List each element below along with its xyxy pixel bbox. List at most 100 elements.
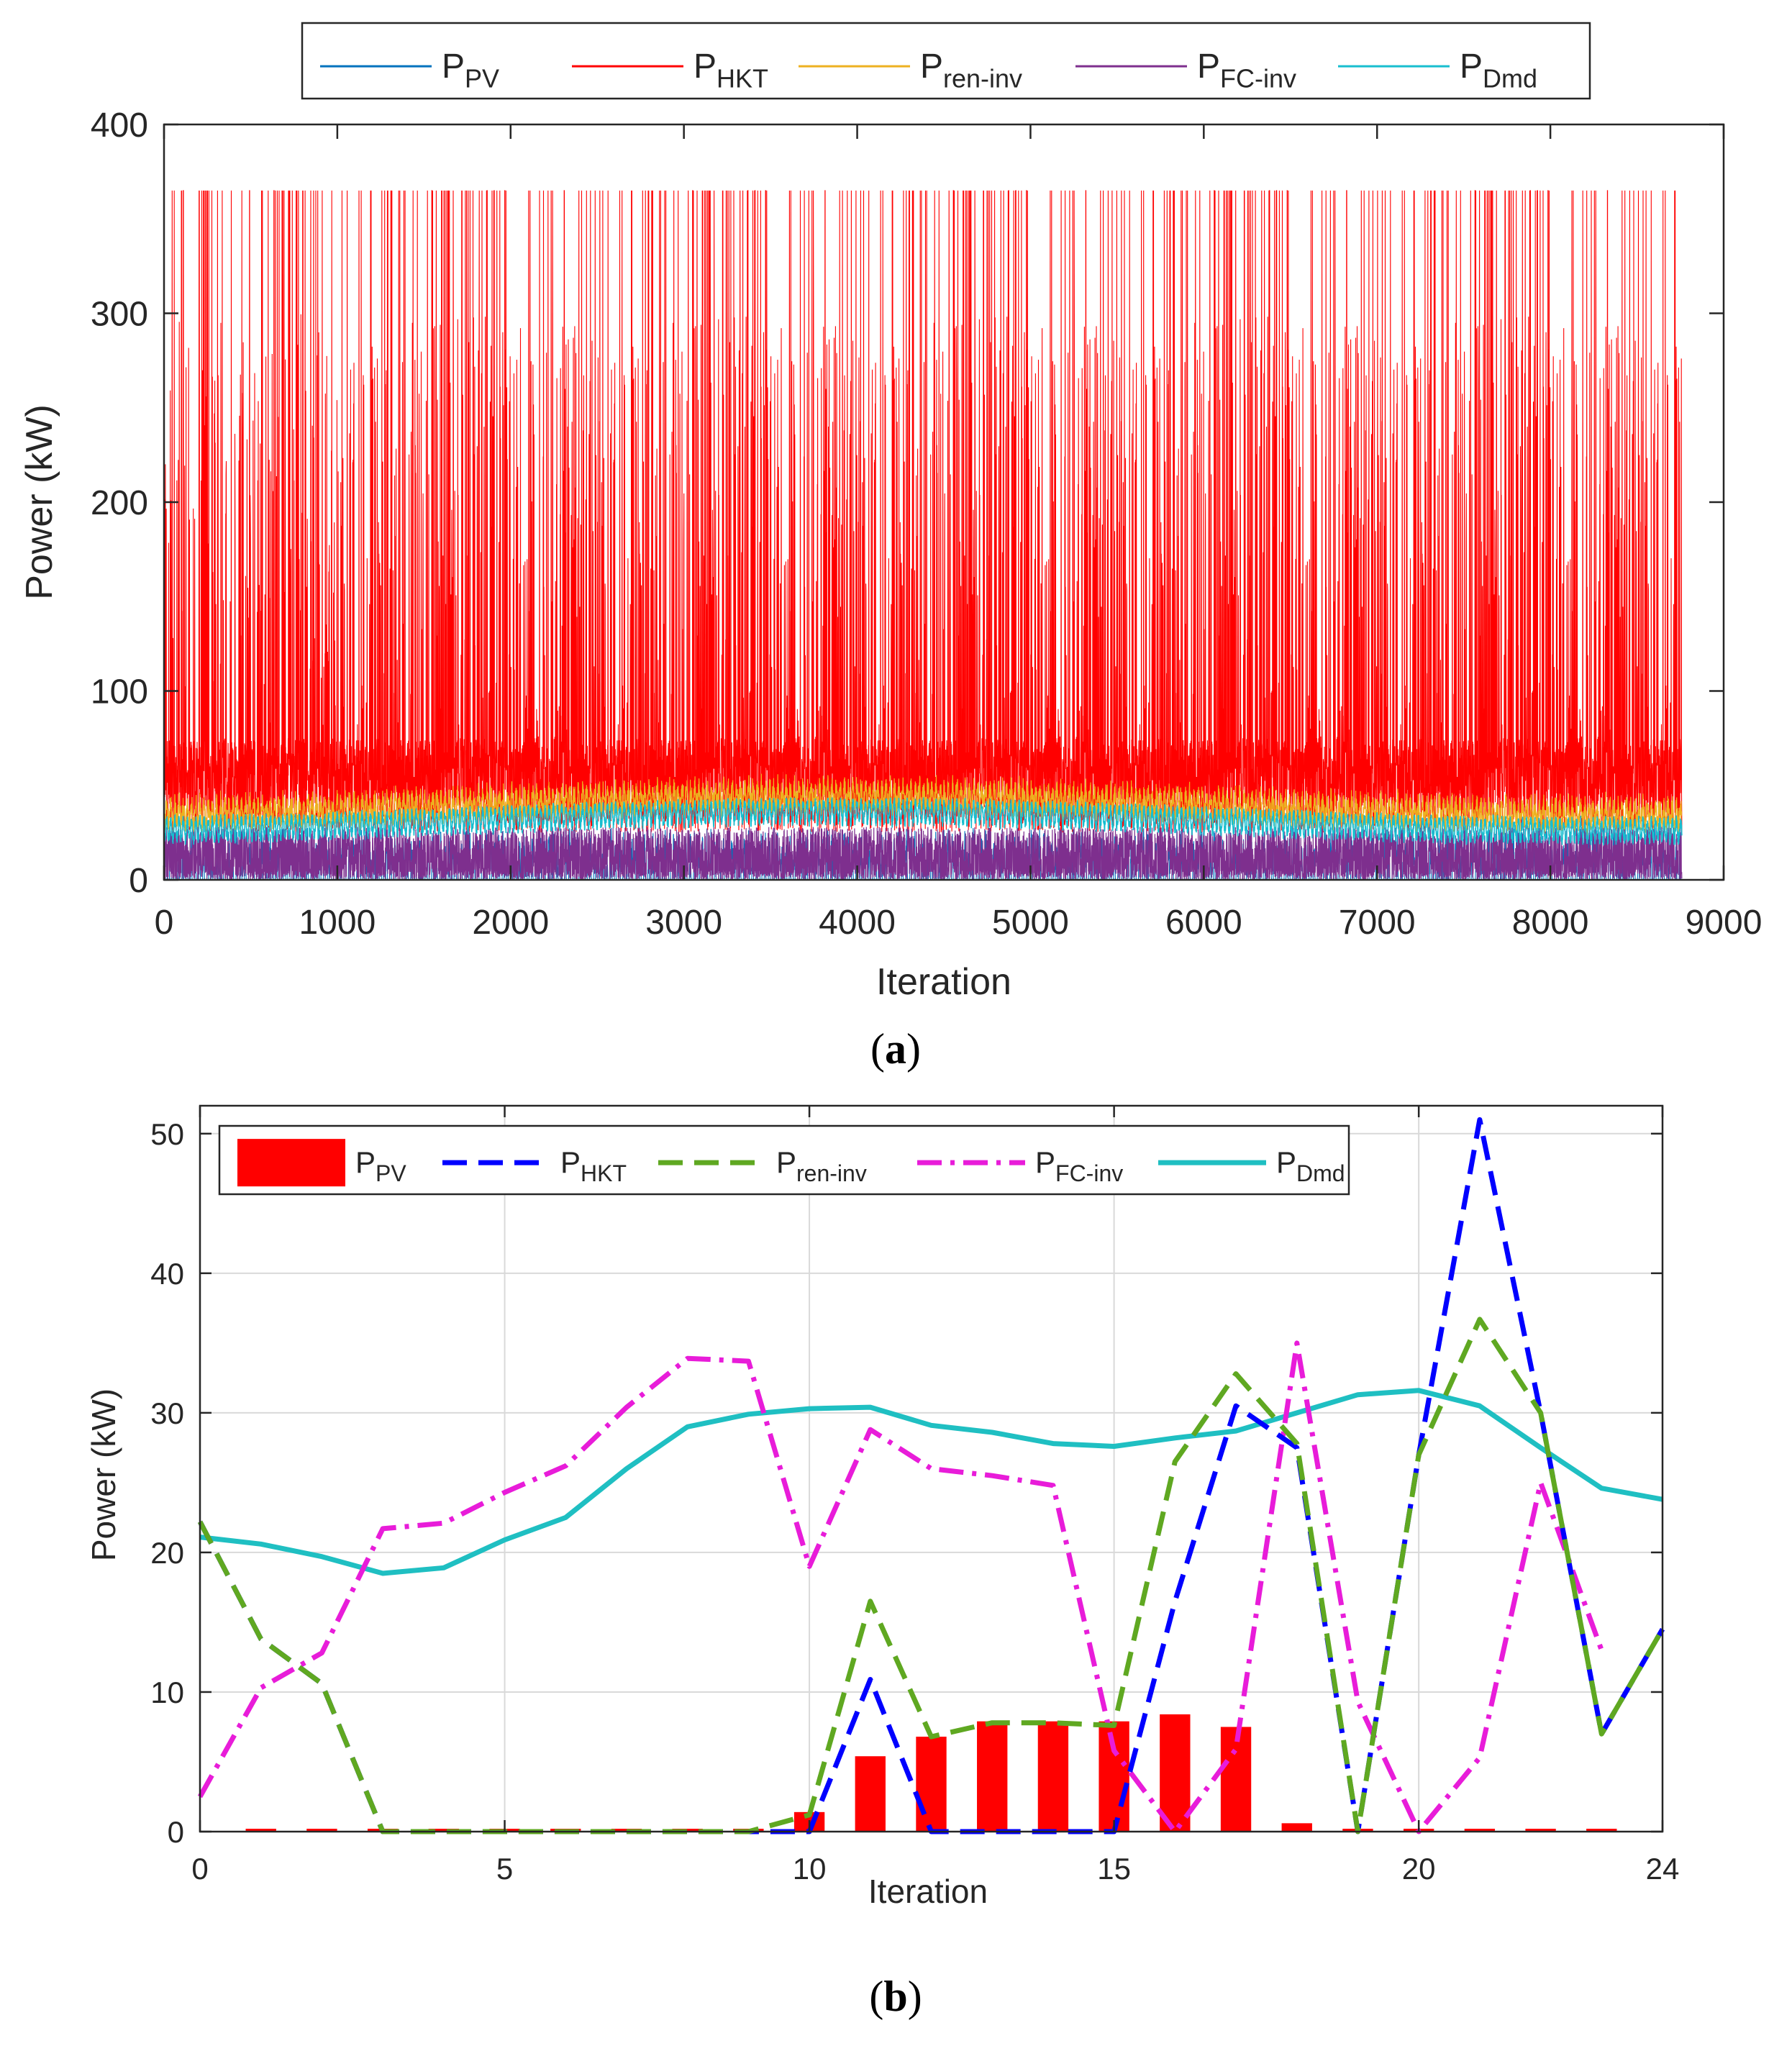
panel-b-legend-item-dmd-label: PDmd (1276, 1145, 1345, 1186)
panel-b-line-ren (197, 1317, 1665, 1834)
panel-b-legend-item-ren-label: Pren-inv (776, 1145, 867, 1186)
panel-a-legend-item-ren-subscript: ren-inv (943, 63, 1022, 93)
panel-a-legend-item-dmd-label: PDmd (1460, 47, 1537, 93)
panel-b-legend-item-fc-subscript: FC-inv (1055, 1160, 1123, 1186)
panel-b-line-fc (197, 1340, 1604, 1834)
panel-b-line-dmd (199, 1388, 1663, 1576)
panel-b-plot-area (200, 1106, 1663, 1832)
panel-b-pv-bar (916, 1737, 947, 1832)
panel-b-pv-bar (1525, 1829, 1556, 1832)
panel-b-x-axis-label: Iteration (868, 1873, 988, 1910)
panel-a-legend-item-ren-symbol: P (920, 47, 943, 86)
panel-a-legend-item-hkt: PHKT (572, 47, 768, 93)
panel-a-y-tick-label: 100 (91, 673, 148, 711)
panel-b-legend-item-ren: Pren-inv (658, 1145, 867, 1186)
panel-b-y-axis-label: Power (kW) (85, 1388, 122, 1561)
panel-a-legend-box (301, 22, 1591, 100)
panel-a-x-tick-labels: 0 1000 2000 3000 4000 5000 6000 7000 8000 9000 (155, 904, 1763, 942)
panel-b-y-tick-label: 40 (150, 1257, 184, 1291)
panel-b-y-tick-label: 30 (150, 1396, 184, 1430)
panel-b-legend-item-fc-label: PFC-inv (1035, 1145, 1123, 1186)
panel-a-y-tick-label: 400 (91, 106, 148, 145)
panel-a-chart: 0 1000 2000 3000 4000 5000 6000 7000 8000 9000 0 1… (19, 22, 1763, 1073)
panel-a-x-tick-label: 9000 (1686, 904, 1763, 942)
panel-a-x-tick-label: 4000 (819, 904, 896, 942)
panel-b-legend-item-ren-symbol: P (776, 1145, 796, 1179)
panel-a-legend-item-pv-label: PPV (442, 47, 499, 93)
panel-a-caption-letter: a (885, 1025, 906, 1073)
panel-b-legend-item-hkt-subscript: HKT (581, 1160, 627, 1186)
panel-a-x-tick-label: 0 (155, 904, 174, 942)
panel-a-legend-item-hkt-symbol: P (693, 47, 717, 86)
panel-b-legend-item-dmd-subscript: Dmd (1296, 1160, 1345, 1186)
panel-b-legend-item-pv-symbol: P (355, 1145, 376, 1179)
panel-b-legend-item-dmd-symbol: P (1276, 1145, 1296, 1179)
panel-b-pv-bar (245, 1829, 276, 1832)
panel-a-line-dmd (163, 796, 1683, 846)
panel-b-legend-item-fc: PFC-inv (917, 1145, 1123, 1186)
panel-b-x-tick-label: 15 (1097, 1852, 1131, 1886)
panel-b-pv-bar (1464, 1829, 1496, 1832)
panel-b-y-tick-label: 20 (150, 1536, 184, 1570)
panel-a-legend-item-fc: PFC-inv (1075, 47, 1296, 93)
panel-a-x-tick-label: 3000 (645, 904, 722, 942)
panel-b-y-tick-label: 50 (150, 1117, 184, 1151)
panel-a-y-axis-label: Power (kW) (19, 404, 60, 600)
panel-b-x-tick-labels: 0 5 10 15 20 24 (191, 1852, 1679, 1886)
panel-a-line-hkt (163, 190, 1683, 833)
panel-a-legend-item-fc-subscript: FC-inv (1220, 63, 1296, 93)
panel-b-pv-bar (1586, 1829, 1617, 1832)
panel-b-y-tick-labels: 0 10 20 30 40 50 (150, 1117, 184, 1849)
panel-a-caption: (a) (870, 1025, 921, 1073)
panel-b-axes-box (199, 1104, 1664, 1833)
panel-a-ticks (163, 123, 1725, 881)
panel-a-legend-item-dmd-symbol: P (1460, 47, 1483, 86)
panel-a-legend-item-ren: Pren-inv (799, 47, 1022, 93)
panel-a-legend-item-hkt-subscript: HKT (717, 63, 768, 93)
panel-a-x-tick-label: 5000 (992, 904, 1069, 942)
panel-b-caption-letter: b (883, 1973, 907, 2020)
panel-a-line-fc-inv (163, 827, 1683, 881)
panel-a-legend-item-pv-symbol: P (442, 47, 465, 86)
panel-a-x-tick-label: 7000 (1339, 904, 1416, 942)
panel-b-legend-item-pv-label: PPV (355, 1145, 406, 1186)
panel-b-pv-bar (1160, 1714, 1191, 1832)
panel-b-legend-item-pv-subscript: PV (376, 1160, 406, 1186)
panel-b-caption: (b) (869, 1973, 922, 2020)
panel-b-pv-bar (672, 1829, 703, 1832)
panel-b-x-tick-label: 5 (496, 1852, 513, 1886)
panel-b-pv-bar (855, 1756, 886, 1832)
panel-b-ticks (199, 1106, 1664, 1833)
panel-a-legend-item-hkt-label: PHKT (693, 47, 768, 93)
panel-a-legend-item-fc-symbol: P (1197, 47, 1220, 86)
panel-a-legend: PPV PHKT Pren-inv PFC-inv PDmd (301, 22, 1591, 100)
panel-b-legend: PPV PHKT Pren-inv PFC-inv PDmd (218, 1124, 1350, 1196)
panel-b-legend-box (218, 1124, 1350, 1196)
panel-b-pv-bar (1037, 1721, 1069, 1832)
panel-a-y-tick-labels: 0 100 200 300 400 (91, 106, 148, 900)
panel-b-y-tick-label: 10 (150, 1676, 184, 1709)
panel-b-pv-bars (245, 1714, 1617, 1832)
panel-b-legend-swatch-pv (237, 1139, 345, 1187)
panel-b-legend-item-dmd: PDmd (1158, 1145, 1345, 1186)
panel-b-pv-bar (1099, 1721, 1129, 1832)
panel-b-legend-item-ren-subscript: ren-inv (796, 1160, 867, 1186)
panel-b-pv-bar (1220, 1727, 1252, 1832)
panel-a-x-tick-label: 1000 (299, 904, 376, 942)
panel-a-legend-item-pv: PPV (320, 47, 499, 93)
panel-b-chart: 0 5 10 15 20 24 0 10 20 30 40 50 Iteration Power (… (85, 1104, 1679, 2020)
panel-a-y-tick-label: 200 (91, 484, 148, 522)
panel-a-legend-item-ren-label: Pren-inv (920, 47, 1022, 93)
panel-a-x-tick-label: 6000 (1165, 904, 1242, 942)
panel-b-legend-item-hkt: PHKT (442, 1145, 627, 1186)
panel-b-legend-item-pv: PPV (237, 1139, 406, 1187)
panel-a-legend-item-pv-subscript: PV (465, 63, 499, 93)
panel-b-y-tick-label: 0 (168, 1815, 184, 1849)
panel-b-x-tick-label: 0 (191, 1852, 208, 1886)
panel-b-legend-item-hkt-label: PHKT (560, 1145, 627, 1186)
panel-b-pv-bar (977, 1721, 1008, 1832)
panel-b-pv-bar (1281, 1823, 1312, 1832)
panel-b-x-tick-label: 20 (1402, 1852, 1436, 1886)
panel-a-y-tick-label: 300 (91, 296, 148, 334)
